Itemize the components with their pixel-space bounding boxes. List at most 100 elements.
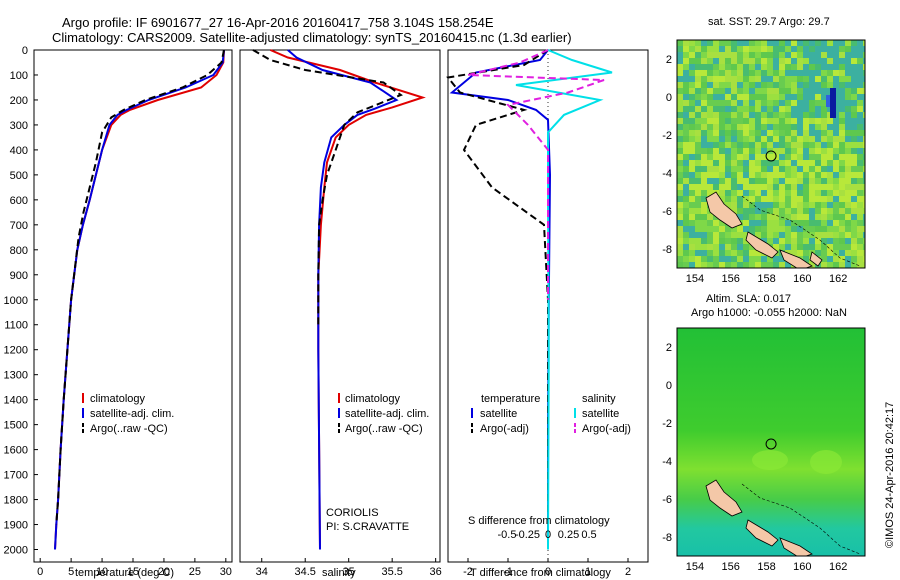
sst-cell [725,52,731,58]
sst-cell [719,76,725,82]
sst-cell [857,250,863,256]
depth-tick-label: 1700 [4,470,28,482]
sst-cell [719,238,725,244]
sst-cell [719,136,725,142]
sst-cell [737,124,743,130]
sst-cell [707,46,713,52]
sst-cell [779,70,785,76]
sst-cell [767,256,773,262]
sst-cell [851,124,857,130]
sst-cell [743,124,749,130]
sst-cell [839,262,845,268]
sst-cell [779,82,785,88]
sst-cell [803,238,809,244]
sst-cell [851,190,857,196]
sst-cell [851,130,857,136]
sst-cell [731,154,737,160]
sst-cell [773,124,779,130]
sst-cell [857,226,863,232]
sst-cell [719,172,725,178]
sst-cell [779,178,785,184]
sst-cell [701,226,707,232]
sst-cell [851,70,857,76]
x-tick-label: 0 [37,566,43,578]
sst-cell [731,130,737,136]
sst-cell [719,94,725,100]
map-x-tick-label: 154 [686,273,704,285]
sst-cell [677,76,683,82]
sst-cell [695,172,701,178]
sst-cell [827,250,833,256]
sst-cell [767,46,773,52]
sst-cell [719,46,725,52]
sst-cell [833,208,839,214]
sst-cell [755,202,761,208]
sst-cell [677,142,683,148]
sst-cell [863,226,865,232]
sst-cell [701,58,707,64]
sst-cell [845,106,851,112]
temperature-axis-label: temperature (deg C) [75,567,174,579]
sst-cell [839,82,845,88]
x-tick-label: 20 [158,566,170,578]
sst-cell [839,244,845,250]
sst-cell [821,148,827,154]
sst-cell [809,58,815,64]
sst-cell [767,214,773,220]
sst-cell [695,46,701,52]
sst-cell [785,76,791,82]
sst-cell [785,208,791,214]
sst-cell [827,142,833,148]
sst-cell [713,160,719,166]
sst-cell [779,244,785,250]
series-line-argorawqc [55,49,225,525]
legend-label-argo: Argo(..raw -QC) [90,423,168,435]
sst-cell [779,154,785,160]
sst-cell [821,232,827,238]
sst-cell [821,238,827,244]
sst-cell [749,214,755,220]
sst-cell [683,142,689,148]
sst-cell [755,118,761,124]
sst-cell [689,88,695,94]
sst-cell [725,130,731,136]
sst-cell [827,40,833,46]
legend-label-s-argo: Argo(-adj) [582,423,631,435]
sst-cell [803,106,809,112]
sst-cell [731,124,737,130]
sst-cell [779,124,785,130]
sst-cell [803,94,809,100]
sst-cell [815,196,821,202]
sst-cell [707,226,713,232]
sst-cell [713,262,719,268]
sst-cell [689,244,695,250]
sst-cell [719,250,725,256]
sst-cell [809,112,815,118]
sst-cell [815,76,821,82]
sst-cell [839,70,845,76]
sst-cell [755,70,761,76]
sst-cell [761,88,767,94]
sst-cell [839,124,845,130]
sst-cell [851,148,857,154]
sst-cell [761,76,767,82]
x-tick-label: 35 [343,566,355,578]
sst-cell [737,82,743,88]
sst-cell [725,112,731,118]
sst-cell [707,40,713,46]
sst-cell [839,136,845,142]
sst-cell [785,40,791,46]
sst-cell [743,106,749,112]
sst-cell [815,112,821,118]
sst-cell [827,160,833,166]
sst-cell [701,64,707,70]
sst-cell [677,112,683,118]
sst-cell [791,148,797,154]
x-tick-label: 2 [625,566,631,578]
sst-cell [809,100,815,106]
sst-cell [857,154,863,160]
sst-cell [707,130,713,136]
x-tick-label: 10 [96,566,108,578]
sst-cell [707,76,713,82]
sst-cell [755,166,761,172]
